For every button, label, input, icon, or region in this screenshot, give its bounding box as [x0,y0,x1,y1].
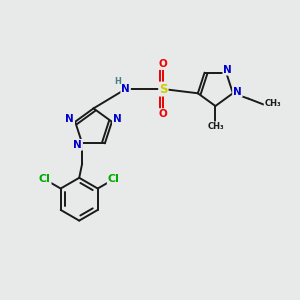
Text: Cl: Cl [39,174,51,184]
Text: CH₃: CH₃ [208,122,224,131]
Text: N: N [233,87,242,97]
Text: CH₃: CH₃ [264,100,281,109]
Text: S: S [159,82,168,96]
Text: N: N [73,140,82,150]
Text: H: H [114,77,121,86]
Text: N: N [65,114,74,124]
Text: N: N [121,84,130,94]
Text: Cl: Cl [108,174,120,184]
Text: N: N [223,65,232,75]
Text: O: O [159,109,168,119]
Text: N: N [113,114,122,124]
Text: O: O [159,59,168,69]
